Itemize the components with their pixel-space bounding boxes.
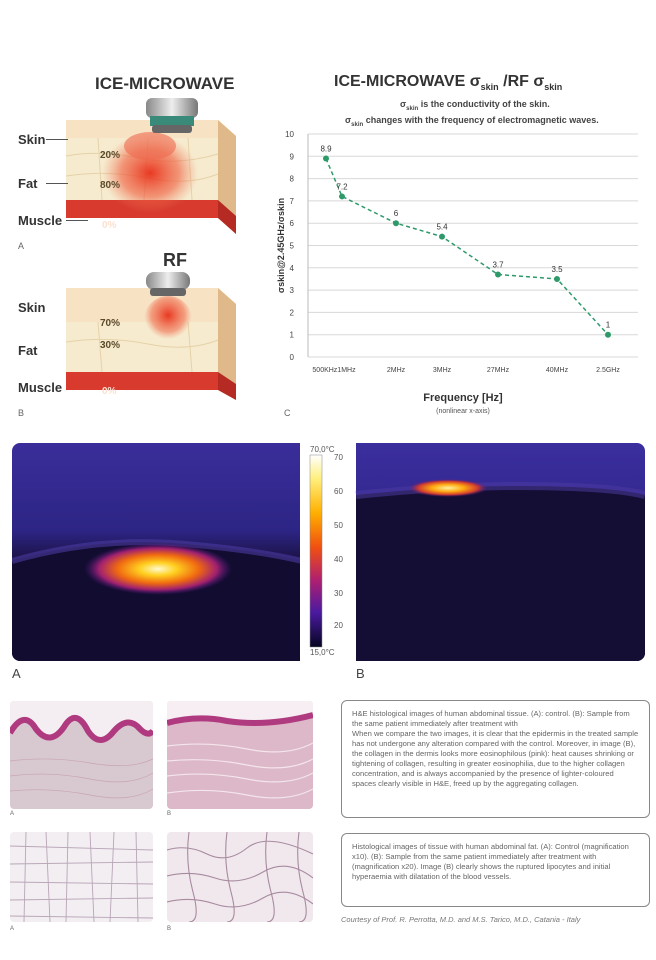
microwave-pct-skin: 20% <box>100 150 121 161</box>
x-tick-label: 3MHz <box>433 367 452 374</box>
note2-sym: σ <box>345 115 352 125</box>
x-axis-label: Frequency [Hz] <box>423 392 503 404</box>
fat-treated-graphic <box>167 832 313 922</box>
note1-text: is the conductivity of the skin. <box>418 99 550 109</box>
rf-pct-fat: 30% <box>100 340 121 351</box>
thermal-scale-top: 70,0°C <box>310 445 335 454</box>
data-label: 3.5 <box>551 265 563 274</box>
x-axis-note: (nonlinear x-axis) <box>436 408 490 415</box>
histology-fat-treated <box>167 832 313 922</box>
y-tick-label: 7 <box>290 197 295 206</box>
conductivity-chart: 0 1 2 3 4 5 6 7 8 9 10 500KHz1MHz 2MHz 3MHz 27MHz 40MHz… <box>276 130 638 415</box>
data-label: 6 <box>394 209 399 218</box>
thermal-tick-50: 50 <box>334 521 343 530</box>
thermal-tick-70: 70 <box>334 453 343 462</box>
note1-sym: σ <box>400 99 407 109</box>
data-label: 7.2 <box>336 182 348 191</box>
data-label: 3.7 <box>492 260 504 269</box>
rf-pct-skin: 70% <box>100 318 121 329</box>
chart-note-1: σskin is the conductivity of the skin. <box>400 99 550 112</box>
fat-control-graphic <box>10 832 153 922</box>
y-tick-label: 0 <box>290 353 295 362</box>
x-tick-label: 27MHz <box>487 367 510 374</box>
microwave-layer-skin: Skin <box>18 132 46 147</box>
note2-sub: skin <box>351 121 364 128</box>
microwave-title: ICE-MICROWAVE <box>95 74 235 93</box>
x-tick-label: 2MHz <box>387 367 406 374</box>
chart-title-mid: /RF σ <box>498 73 545 90</box>
y-tick-label: 10 <box>285 130 294 139</box>
skin-control-graphic <box>10 701 153 809</box>
rf-tissue-diagram <box>65 272 236 400</box>
data-point <box>554 275 560 282</box>
rf-pct-muscle: 0% <box>102 386 117 397</box>
data-point <box>393 220 399 227</box>
chart-note-2: σskin changes with the frequency of elec… <box>345 115 599 128</box>
y-tick-label: 3 <box>290 286 295 295</box>
chart-title-sub2: skin <box>544 82 563 93</box>
x-tick-label: 40MHz <box>546 367 569 374</box>
histo-label-b2: B <box>167 926 172 932</box>
data-label: 1 <box>606 321 611 330</box>
note1-sub: skin <box>406 105 419 112</box>
histology-fat-control <box>10 832 153 922</box>
rf-layer-muscle: Muscle <box>18 380 63 395</box>
data-point <box>323 155 329 162</box>
panel-label-b: B <box>18 408 25 418</box>
chart-title-main: ICE-MICROWAVE σ <box>334 73 481 90</box>
data-label: 5.4 <box>436 223 448 232</box>
y-tick-label: 8 <box>290 175 295 184</box>
histology-caption-skin: H&E histological images of human abdomin… <box>341 700 650 818</box>
rf-layer-fat: Fat <box>18 343 38 358</box>
rf-layer-skin: Skin <box>18 300 46 315</box>
chart-title-sub1: skin <box>480 82 499 93</box>
y-tick-label: 6 <box>290 219 295 228</box>
histology-skin-control <box>10 701 153 809</box>
x-tick-label: 2.5GHz <box>596 367 620 374</box>
thermal-tick-30: 30 <box>334 589 343 598</box>
data-point <box>339 193 345 200</box>
thermal-tick-60: 60 <box>334 487 343 496</box>
y-axis-label: σskin@2.45GHz/σskin <box>276 198 286 293</box>
y-tick-label: 4 <box>290 264 295 273</box>
histology-skin-treated <box>167 701 313 809</box>
thermal-scale-bottom: 15,0°C <box>310 648 335 657</box>
y-tick-label: 9 <box>290 152 295 161</box>
chart-title: ICE-MICROWAVE σskin /RF σskin <box>334 73 562 92</box>
thermal-label-a: A <box>12 666 21 681</box>
histology-caption-fat: Histological images of tissue with human… <box>341 833 650 907</box>
data-point <box>605 331 611 338</box>
rf-title: RF <box>163 250 187 270</box>
microwave-pct-muscle: 0% <box>102 220 117 231</box>
data-label: 8.9 <box>320 145 332 154</box>
histo-label-a1: A <box>10 811 15 817</box>
panel-label-c: C <box>284 408 291 418</box>
note2-text: changes with the frequency of electromag… <box>363 115 599 125</box>
thermal-label-b: B <box>356 666 365 681</box>
skin-treated-graphic <box>167 701 313 809</box>
thermal-image: 70,0°C 15,0°C 70 60 50 40 30 20 <box>12 443 645 661</box>
data-point <box>439 233 445 240</box>
microwave-pct-fat: 80% <box>100 180 121 191</box>
y-tick-label: 5 <box>290 242 295 251</box>
photo-credit: Courtesy of Prof. R. Perrotta, M.D. and … <box>341 915 581 924</box>
thermal-image-graphic <box>12 443 645 661</box>
y-tick-label: 1 <box>290 331 295 340</box>
histo-label-a2: A <box>10 926 15 932</box>
panel-label-a: A <box>18 241 25 251</box>
histo-label-b1: B <box>167 811 172 817</box>
x-tick-label: 500KHz1MHz <box>312 367 356 374</box>
microwave-layer-muscle: Muscle <box>18 213 63 228</box>
thermal-tick-40: 40 <box>334 555 343 564</box>
series-line <box>325 158 609 336</box>
data-point <box>495 271 501 278</box>
microwave-tissue-diagram <box>65 98 236 234</box>
microwave-layer-fat: Fat <box>18 176 38 191</box>
thermal-tick-20: 20 <box>334 621 343 630</box>
y-tick-label: 2 <box>290 308 295 317</box>
